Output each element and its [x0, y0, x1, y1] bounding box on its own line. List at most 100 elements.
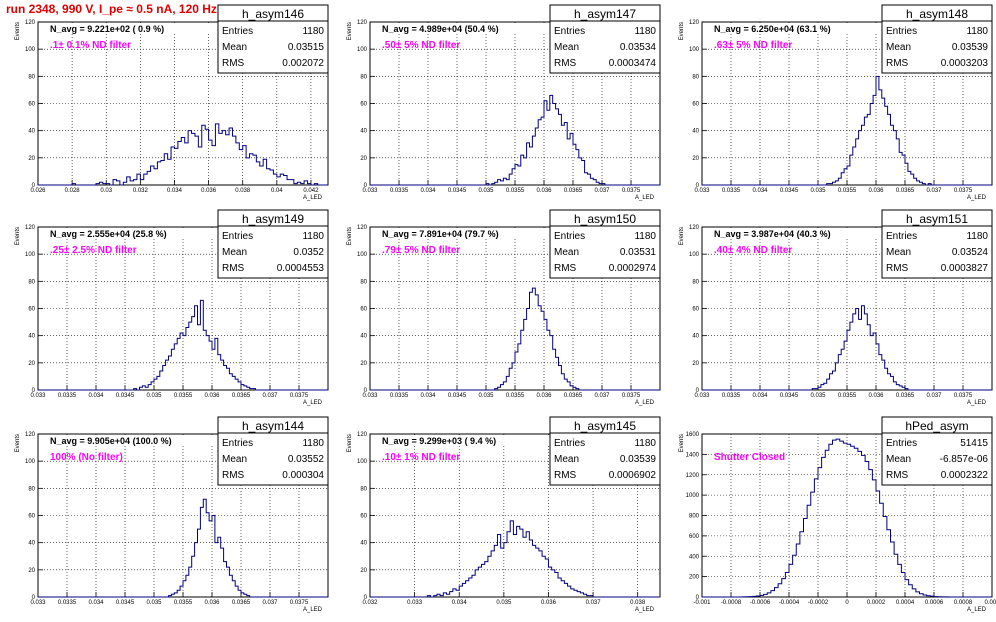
- y-tick-label: 100: [25, 47, 36, 53]
- y-tick-label: 40: [692, 334, 699, 340]
- filter-annotation: .50± 5% ND filter: [382, 40, 460, 51]
- histogram-name: hPed_asym: [905, 419, 968, 433]
- y-tick-label: 60: [360, 307, 367, 313]
- x-tick-label: 0.036: [204, 393, 220, 399]
- y-tick-label: 400: [689, 554, 700, 560]
- y-tick-label: 40: [360, 129, 367, 135]
- y-tick-label: 200: [689, 575, 700, 581]
- stats-label-mean: Mean: [886, 454, 911, 465]
- filter-annotation: .63± 5% ND filter: [714, 40, 792, 51]
- navg-label: N_avg = 9.299e+03 ( 9.4 %): [382, 436, 496, 446]
- histogram-line-h_asym151: [702, 305, 992, 391]
- x-tick-label: 0.038: [630, 600, 646, 606]
- x-tick-label: 0.035: [146, 600, 162, 606]
- y-tick-label: 120: [689, 225, 700, 231]
- x-tick-label: -0.001: [693, 600, 711, 606]
- x-tick-label: 0.034: [752, 393, 768, 399]
- y-tick-label: 20: [692, 156, 699, 162]
- stats-box-frame: [549, 20, 661, 74]
- x-tick-label: 0.0002: [867, 600, 886, 606]
- stats-label-entries: Entries: [886, 26, 917, 37]
- navg-label-bg: [39, 228, 217, 239]
- histogram-line-h_asym149: [38, 299, 328, 391]
- stats-value-entries: 1180: [634, 26, 656, 37]
- stats-value-mean: -6.857e-06: [940, 454, 989, 465]
- histogram-panel-h_asym147: 0.033 0.0335 0.034 0.0345 0.035 0.0355 0.036 0.…: [347, 4, 661, 201]
- y-tick-label: 60: [28, 307, 35, 313]
- x-tick-label: 0.037: [926, 393, 942, 399]
- stats-label-rms: RMS: [886, 58, 909, 69]
- x-axis-title: A_LED: [967, 607, 987, 613]
- y-tick-label: 0: [32, 595, 36, 601]
- navg-label-box: N_avg = 9.299e+03 ( 9.4 %): [371, 435, 549, 446]
- y-tick-label: 120: [357, 225, 368, 231]
- stats-value-rms: 0.0002974: [609, 263, 657, 274]
- navg-label-box: N_avg = 3.987e+04 (40.3 %): [703, 228, 881, 239]
- x-tick-label: 0.03: [100, 188, 112, 194]
- stats-value-mean: 0.0352: [293, 247, 324, 258]
- stats-label-rms: RMS: [222, 470, 245, 481]
- stats-value-rms: 0.002072: [282, 58, 324, 69]
- stats-value-mean: 0.03515: [288, 42, 325, 53]
- x-tick-label: 0.033: [694, 393, 710, 399]
- stats-value-rms: 0.0004553: [277, 263, 325, 274]
- stats-value-mean: 0.03539: [620, 454, 657, 465]
- x-axis-title: A_LED: [635, 607, 655, 613]
- x-tick-label: 0.033: [362, 188, 378, 194]
- stats-label-mean: Mean: [222, 454, 247, 465]
- navg-label: N_avg = 7.891e+04 (79.7 %): [382, 229, 499, 239]
- stats-box-frame: [549, 225, 661, 279]
- y-tick-label: 100: [25, 252, 36, 258]
- y-tick-label: 20: [28, 156, 35, 162]
- x-tick-label: 0.034: [88, 393, 104, 399]
- histogram-line-h_asym144: [38, 498, 328, 598]
- histogram-name: h_asym149: [242, 212, 304, 226]
- y-tick-label: 40: [28, 541, 35, 547]
- stats-value-entries: 1180: [302, 438, 324, 449]
- x-tick-label: 0.0004: [896, 600, 915, 606]
- x-tick-label: 0.0345: [780, 188, 799, 194]
- x-tick-label: 0.037: [594, 188, 610, 194]
- y-tick-label: 80: [28, 279, 35, 285]
- stats-value-mean: 0.03531: [620, 247, 657, 258]
- x-tick-label: 0.036: [204, 600, 220, 606]
- x-axis-title: A_LED: [967, 195, 987, 201]
- navg-label-bg: [371, 228, 549, 239]
- x-tick-label: 0.0375: [622, 188, 641, 194]
- stats-box: h_asym150 Entries 1180 Mean 0.03531 RMS 0.0002…: [549, 209, 661, 279]
- x-tick-label: 0.0375: [954, 393, 973, 399]
- navg-label-box: N_avg = 4.989e+04 (50.4 %): [371, 23, 549, 34]
- y-tick-label: 40: [692, 129, 699, 135]
- x-tick-label: 0.037: [262, 600, 278, 606]
- x-tick-label: -0.0004: [779, 600, 800, 606]
- y-tick-label: 80: [692, 74, 699, 80]
- stats-value-rms: 0.0002322: [941, 470, 989, 481]
- y-tick-label: 100: [689, 252, 700, 258]
- y-tick-label: 40: [360, 334, 367, 340]
- y-tick-label: 20: [360, 361, 367, 367]
- stats-box-frame: [217, 225, 329, 279]
- x-tick-label: 0.001: [984, 600, 996, 606]
- x-tick-label: 0.0355: [174, 600, 193, 606]
- stats-label-entries: Entries: [554, 438, 585, 449]
- x-tick-label: 0.037: [594, 393, 610, 399]
- x-tick-label: 0.037: [262, 393, 278, 399]
- stats-box: h_asym144 Entries 1180 Mean 0.03552 RMS 0.0003…: [217, 416, 329, 486]
- y-tick-label: 1200: [686, 473, 700, 479]
- x-tick-label: 0.0345: [116, 600, 135, 606]
- page-title: run 2348, 990 V, I_pe ≈ 0.5 nA, 120 Hz: [6, 2, 217, 16]
- y-tick-label: 120: [25, 20, 36, 26]
- y-tick-label: 0: [364, 183, 368, 189]
- y-tick-label: 0: [364, 595, 368, 601]
- histogram-name: h_asym146: [242, 7, 304, 21]
- stats-value-entries: 1180: [302, 26, 324, 37]
- y-tick-label: 120: [357, 432, 368, 438]
- x-axis-title: A_LED: [303, 607, 323, 613]
- navg-label-bg: [39, 435, 217, 446]
- x-tick-label: 0.0355: [838, 188, 857, 194]
- y-tick-label: 80: [360, 74, 367, 80]
- x-tick-label: 0.0335: [390, 393, 409, 399]
- x-tick-label: 0.034: [88, 600, 104, 606]
- stats-box: h_asym151 Entries 1180 Mean 0.03524 RMS 0.0003…: [881, 209, 993, 279]
